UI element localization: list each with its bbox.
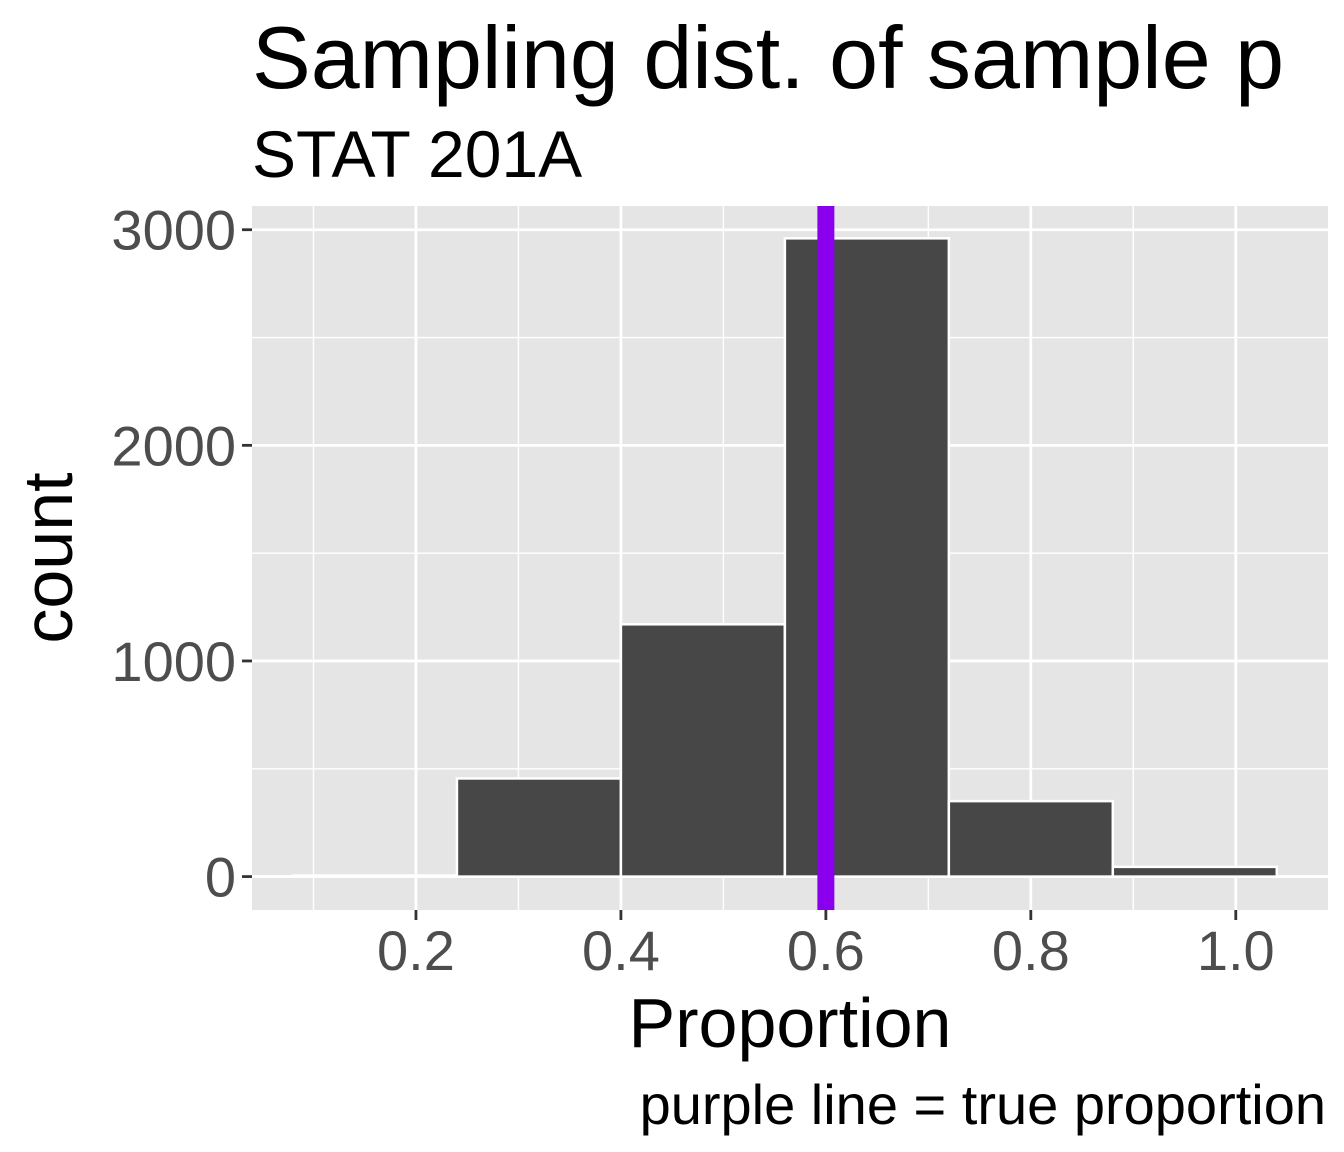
x-axis: 0.2 0.4 0.6 0.8 1.0 bbox=[377, 910, 1275, 982]
x-tick-label: 0.8 bbox=[992, 919, 1070, 982]
x-tick-label: 0.4 bbox=[582, 919, 660, 982]
histogram-bar-1 bbox=[291, 874, 459, 878]
histogram-bar-6 bbox=[1111, 865, 1279, 878]
x-tick-label: 0.6 bbox=[787, 919, 865, 982]
histogram-bar-3 bbox=[619, 623, 787, 878]
x-axis-title: Proportion bbox=[629, 984, 952, 1062]
y-tick-label: 1000 bbox=[111, 630, 236, 693]
y-tick-label: 3000 bbox=[111, 199, 236, 262]
histogram-bar-2 bbox=[455, 777, 623, 878]
y-axis-title: count bbox=[9, 472, 87, 643]
chart-caption: purple line = true proportion bbox=[640, 1073, 1326, 1136]
chart-title: Sampling dist. of sample p bbox=[252, 8, 1284, 107]
x-tick-label: 1.0 bbox=[1197, 919, 1275, 982]
y-tick-label: 2000 bbox=[111, 414, 236, 477]
histogram-bar-5 bbox=[947, 799, 1115, 878]
y-axis: 0 1000 2000 3000 bbox=[111, 199, 252, 909]
x-tick-label: 0.2 bbox=[377, 919, 455, 982]
histogram-bar-4 bbox=[783, 237, 951, 878]
chart-subtitle: STAT 201A bbox=[252, 117, 582, 191]
y-tick-label: 0 bbox=[205, 846, 236, 909]
histogram-bars bbox=[291, 237, 1279, 878]
